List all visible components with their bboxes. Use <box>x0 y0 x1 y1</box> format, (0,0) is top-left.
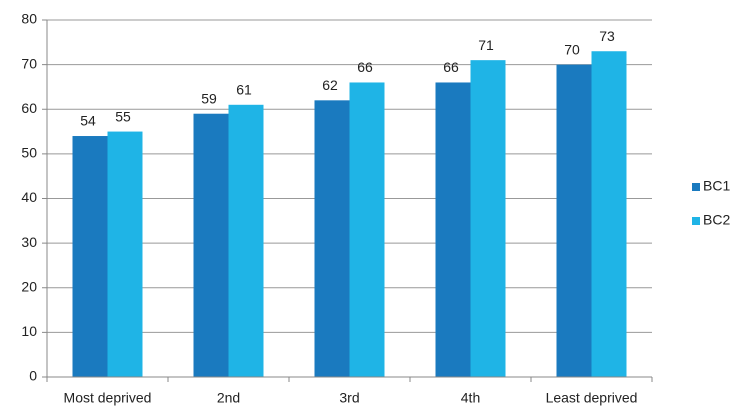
value-label: 61 <box>236 81 252 97</box>
bar <box>314 100 350 377</box>
x-tick-label: 2nd <box>217 390 240 406</box>
bar <box>349 82 385 377</box>
value-label: 59 <box>201 90 217 106</box>
y-tick-label: 20 <box>21 278 37 294</box>
value-label: 66 <box>357 59 373 75</box>
bar <box>556 64 592 377</box>
value-label: 62 <box>322 77 338 93</box>
y-tick-label: 0 <box>29 368 37 384</box>
x-tick-label: 3rd <box>339 390 359 406</box>
y-tick-label: 60 <box>21 100 37 116</box>
value-label: 54 <box>80 113 96 129</box>
legend-label: BC2 <box>703 212 730 228</box>
bar <box>435 82 471 377</box>
x-tick-label: Most deprived <box>64 390 152 406</box>
x-tick-label: Least deprived <box>546 390 638 406</box>
bar <box>107 131 143 377</box>
value-label: 73 <box>599 28 615 44</box>
y-tick-label: 30 <box>21 234 37 250</box>
bar <box>193 113 229 378</box>
bar <box>470 60 506 377</box>
value-label: 55 <box>115 108 131 124</box>
y-tick-label: 80 <box>21 11 37 27</box>
x-tick-label: 4th <box>461 390 480 406</box>
legend-swatch <box>692 217 700 225</box>
bar <box>228 104 264 377</box>
legend-label: BC1 <box>703 178 730 194</box>
value-label: 71 <box>478 37 494 53</box>
bar <box>591 51 627 378</box>
y-tick-label: 40 <box>21 189 37 205</box>
y-tick-label: 70 <box>21 55 37 71</box>
y-tick-label: 10 <box>21 323 37 339</box>
bar <box>72 136 108 377</box>
value-label: 70 <box>564 41 580 57</box>
legend-swatch <box>692 183 700 191</box>
y-tick-label: 50 <box>21 145 37 161</box>
value-label: 66 <box>443 59 459 75</box>
